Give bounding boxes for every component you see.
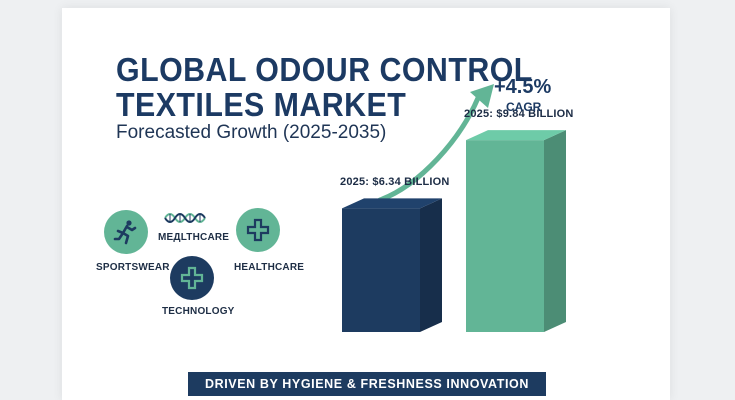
tagline-banner: DRIVEN BY HYGIENE & FRESHNESS INNOVATION xyxy=(188,372,546,396)
cagr-label: CAGR xyxy=(506,100,542,114)
bar-top-1 xyxy=(466,130,566,141)
bar-front-0 xyxy=(342,208,420,332)
segment-label-technology: TECHNOLOGY xyxy=(162,306,235,317)
segment-label-healthcare: HEALTHCARE xyxy=(234,262,305,273)
arrow-head-icon xyxy=(470,84,494,108)
data-label-2025-high: 2025: $9.84 BILLION xyxy=(464,108,574,121)
cagr-value: +4.5% xyxy=(494,76,552,98)
segment-label-sportswear: SPORTSWEAR xyxy=(96,262,170,273)
medical-cross-icon xyxy=(170,256,214,300)
bar-top-0 xyxy=(342,198,442,209)
bar-side-0 xyxy=(420,198,442,332)
runner-icon xyxy=(104,210,148,254)
bar-front-1 xyxy=(466,140,544,332)
dna-icon xyxy=(164,210,206,226)
data-label-2025-low: 2025: $6.34 BILLION xyxy=(340,176,450,189)
page-subtitle: Forecasted Growth (2025-2035) xyxy=(116,122,387,143)
segment-label-mealthcare: MEДLTHCARE xyxy=(158,232,230,243)
title-line-2: TEXTILES MARKET xyxy=(116,86,407,123)
medical-cross-icon xyxy=(236,208,280,252)
bar-side-1 xyxy=(544,130,566,332)
page-title: GLOBAL ODOUR CONTROL TEXTILES MARKET xyxy=(116,51,533,123)
title-line-1: GLOBAL ODOUR CONTROL xyxy=(116,51,533,88)
growth-arrow xyxy=(377,95,481,203)
